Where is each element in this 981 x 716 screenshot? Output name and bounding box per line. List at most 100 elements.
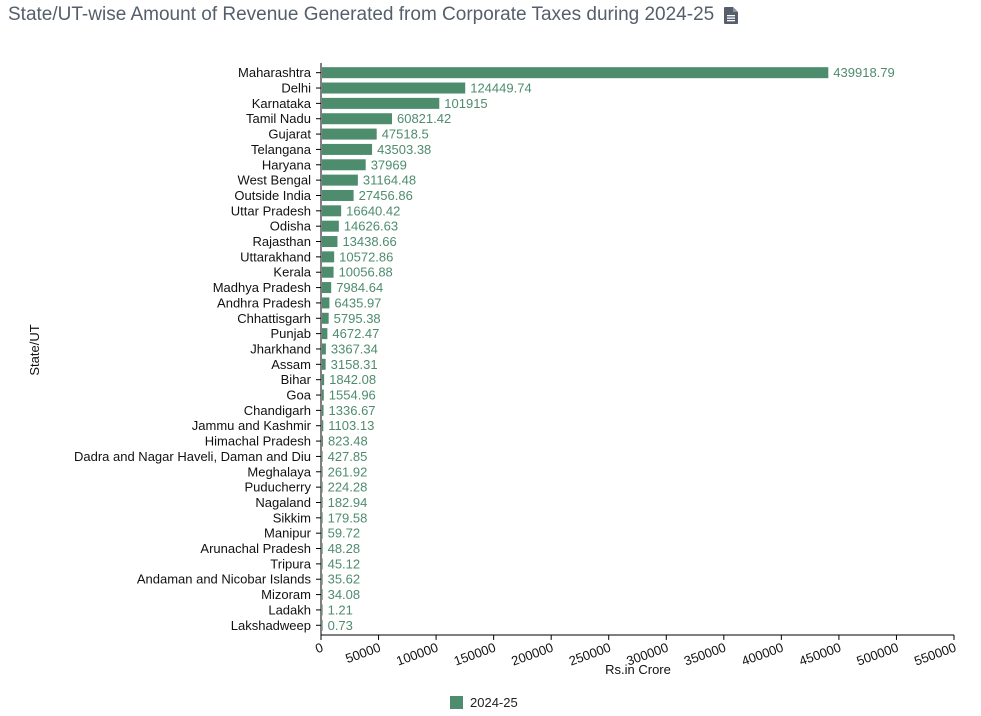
data-label: 179.58 [328, 510, 368, 525]
bar[interactable] [322, 128, 377, 140]
bar[interactable] [322, 282, 332, 294]
bar[interactable] [322, 82, 466, 94]
category-label: Mizoram [261, 587, 311, 602]
bar[interactable] [322, 527, 323, 539]
category-label: Maharashtra [238, 65, 312, 80]
category-label: Puducherry [245, 480, 312, 495]
bar[interactable] [322, 358, 326, 370]
category-label: Assam [271, 357, 311, 372]
bar[interactable] [322, 481, 323, 493]
bar[interactable] [322, 420, 324, 432]
bar[interactable] [322, 236, 338, 248]
x-tick-label: 500000 [855, 640, 901, 669]
bar[interactable] [322, 619, 323, 631]
bar[interactable] [322, 466, 323, 478]
bar[interactable] [322, 266, 334, 278]
category-label: Rajasthan [252, 234, 311, 249]
x-tick-label: 550000 [912, 640, 958, 669]
data-label: 60821.42 [397, 111, 451, 126]
category-label: Gujarat [268, 127, 311, 142]
data-label: 1336.67 [329, 403, 376, 418]
data-label: 48.28 [328, 541, 361, 556]
data-label: 37969 [371, 157, 407, 172]
x-tick-label: 450000 [797, 640, 843, 669]
bar[interactable] [322, 389, 324, 401]
data-label: 182.94 [328, 495, 368, 510]
category-label: Jammu and Kashmir [192, 418, 312, 433]
bar[interactable] [322, 404, 324, 416]
data-label: 3367.34 [331, 341, 378, 356]
x-axis-label: Rs.in Crore [605, 662, 671, 677]
x-tick-label: 200000 [509, 640, 555, 669]
category-label: Chandigarh [244, 403, 311, 418]
data-label: 47518.5 [382, 127, 429, 142]
bar[interactable] [322, 189, 354, 201]
bar[interactable] [322, 573, 323, 585]
bar[interactable] [322, 343, 326, 355]
category-label: Goa [286, 388, 311, 403]
data-label: 124449.74 [470, 81, 531, 96]
chart-title: State/UT-wise Amount of Revenue Generate… [8, 4, 715, 25]
bar[interactable] [322, 159, 366, 171]
category-label: Haryana [262, 157, 312, 172]
category-label: Kerala [273, 265, 311, 280]
bar[interactable] [322, 205, 342, 217]
data-label: 6435.97 [334, 295, 381, 310]
legend-swatch [450, 696, 463, 709]
category-label: Outside India [234, 188, 311, 203]
bar[interactable] [322, 113, 392, 125]
data-label: 45.12 [328, 556, 361, 571]
legend[interactable]: 2024-25 [450, 695, 518, 710]
bar[interactable] [322, 512, 323, 524]
x-tick-label: 100000 [394, 640, 440, 669]
bar[interactable] [322, 543, 323, 555]
data-label: 261.92 [328, 464, 368, 479]
data-label: 59.72 [328, 526, 361, 541]
category-label: Odisha [270, 219, 312, 234]
data-label: 14626.63 [344, 219, 398, 234]
bar[interactable] [322, 297, 330, 309]
data-label: 16640.42 [346, 203, 400, 218]
data-label: 5795.38 [334, 311, 381, 326]
category-label: Andaman and Nicobar Islands [137, 572, 312, 587]
data-label: 27456.86 [359, 188, 413, 203]
category-label: Sikkim [273, 510, 311, 525]
document-icon[interactable] [724, 6, 739, 24]
bar[interactable] [322, 589, 323, 601]
x-tick-label: 50000 [343, 640, 382, 666]
category-label: Punjab [271, 326, 311, 341]
data-label: 1.21 [328, 602, 353, 617]
bar[interactable] [322, 67, 829, 79]
data-label: 34.08 [328, 587, 361, 602]
chart-title-wrap: State/UT-wise Amount of Revenue Generate… [8, 4, 739, 26]
x-tick-label: 400000 [739, 640, 785, 669]
data-label: 43503.38 [377, 142, 431, 157]
data-label: 3158.31 [331, 357, 378, 372]
bar[interactable] [322, 220, 339, 232]
bar[interactable] [322, 496, 323, 508]
category-label: Dadra and Nagar Haveli, Daman and Diu [74, 449, 311, 464]
category-label: Meghalaya [247, 464, 311, 479]
bar[interactable] [322, 435, 323, 447]
data-label: 427.85 [328, 449, 368, 464]
bar[interactable] [322, 450, 323, 462]
bar[interactable] [322, 251, 335, 263]
bar[interactable] [322, 374, 325, 386]
bar[interactable] [322, 328, 328, 340]
data-label: 7984.64 [336, 280, 383, 295]
data-label: 1103.13 [328, 418, 374, 433]
category-label: Arunachal Pradesh [200, 541, 311, 556]
bar[interactable] [322, 174, 358, 186]
data-label: 4672.47 [332, 326, 379, 341]
bar[interactable] [322, 312, 329, 324]
category-label: Himachal Pradesh [205, 434, 311, 449]
legend-label: 2024-25 [470, 695, 518, 710]
x-tick-label: 0 [313, 640, 325, 657]
category-label: Andhra Pradesh [217, 295, 311, 310]
category-label: Chhattisgarh [237, 311, 311, 326]
bar[interactable] [322, 97, 440, 109]
bar[interactable] [322, 143, 373, 155]
bar-chart: Maharashtra 439918.79 Delhi 124449.74 Karnat… [27, 63, 958, 677]
bar[interactable] [322, 558, 323, 570]
bar[interactable] [322, 604, 323, 616]
